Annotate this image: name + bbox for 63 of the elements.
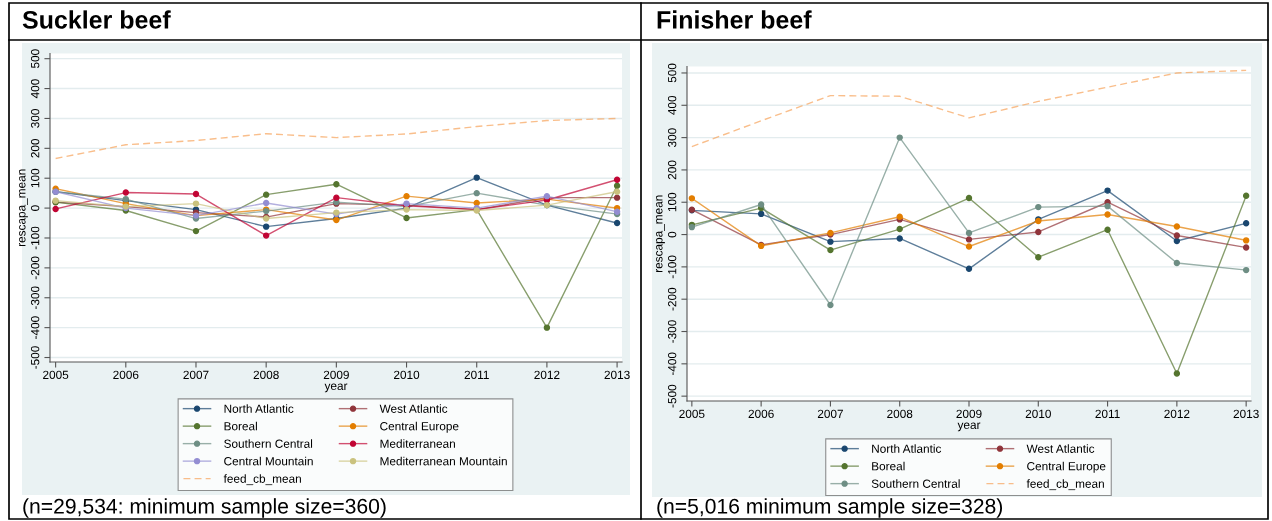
y-tick-label: -100 bbox=[30, 226, 40, 250]
chart-title: Finisher beef bbox=[657, 10, 812, 29]
x-axis-title: year bbox=[324, 383, 348, 393]
x-tick-label: 2007 bbox=[183, 370, 209, 379]
y-tick-label: -500 bbox=[667, 384, 677, 408]
text: (n=29,534: minimum sample size=360) bbox=[23, 498, 386, 518]
x-tick-label: 2012 bbox=[1164, 409, 1190, 418]
y-tick-label: 200 bbox=[30, 138, 40, 158]
y-tick-label: -200 bbox=[667, 287, 677, 311]
legend-label: Mediterranean bbox=[380, 439, 455, 448]
x-tick-label: 2013 bbox=[1233, 409, 1259, 418]
legend-label: Boreal bbox=[224, 421, 257, 431]
legend-label: North Atlantic bbox=[872, 444, 942, 453]
x-tick-label: 2006 bbox=[748, 409, 774, 418]
legend-label: Central Europe bbox=[380, 421, 459, 433]
x-tick-label: 2009 bbox=[323, 370, 349, 379]
legend-label: Southern Central bbox=[224, 439, 313, 448]
x-tick-label: 2011 bbox=[1095, 409, 1120, 418]
legend-label: Central Europe bbox=[1027, 461, 1106, 473]
legend-label: Central Mountain bbox=[224, 456, 313, 466]
text: (n=5,016 minimum sample size=328) bbox=[657, 498, 1003, 518]
y-tick-label: -400 bbox=[667, 352, 677, 376]
x-tick-label: 2010 bbox=[1025, 409, 1051, 418]
legend-label: Mediterranean Mountain bbox=[380, 456, 507, 466]
y-tick-label: -200 bbox=[30, 256, 40, 280]
x-tick-label: 2006 bbox=[113, 370, 139, 379]
legend-label: West Atlantic bbox=[1026, 444, 1095, 453]
y-tick-label: 300 bbox=[667, 128, 677, 147]
x-tick-label: 2013 bbox=[604, 370, 630, 379]
y-tick-label: -100 bbox=[667, 255, 677, 279]
y-tick-label: -300 bbox=[667, 320, 677, 343]
y-tick-label: 0 bbox=[30, 205, 40, 211]
legend-label: North Atlantic bbox=[224, 404, 294, 413]
legend-label: feed_cb_mean bbox=[223, 474, 301, 486]
y-tick-label: 100 bbox=[667, 192, 677, 212]
y-tick-label: 100 bbox=[30, 168, 40, 188]
y-tick-label: -300 bbox=[30, 286, 40, 310]
y-tick-label: 400 bbox=[30, 79, 40, 99]
x-tick-label: 2008 bbox=[253, 370, 279, 379]
legend-label: West Atlantic bbox=[379, 404, 448, 413]
legend-label: Boreal bbox=[872, 461, 905, 471]
y-tick-label: -400 bbox=[30, 316, 40, 339]
x-tick-label: 2005 bbox=[43, 370, 69, 379]
x-axis-title: year bbox=[957, 422, 981, 432]
y-tick-label: 400 bbox=[667, 95, 677, 115]
y-axis-title: rescapa_mean bbox=[656, 195, 665, 273]
x-tick-label: 2008 bbox=[887, 409, 913, 418]
x-tick-label: 2012 bbox=[534, 370, 560, 379]
y-tick-label: 300 bbox=[30, 109, 40, 128]
x-tick-label: 2011 bbox=[464, 370, 489, 379]
y-tick-label: 500 bbox=[667, 63, 677, 83]
legend-label: Southern Central bbox=[871, 479, 960, 488]
chart-title: Suckler beef bbox=[22, 10, 171, 29]
y-tick-label: 0 bbox=[667, 231, 677, 238]
x-tick-label: 2007 bbox=[817, 409, 843, 418]
x-tick-label: 2005 bbox=[679, 409, 705, 418]
x-tick-label: 2010 bbox=[394, 370, 420, 379]
y-tick-label: 500 bbox=[30, 49, 40, 69]
x-tick-label: 2009 bbox=[956, 409, 982, 418]
y-tick-label: 200 bbox=[667, 160, 677, 180]
legend-label: feed_cb_mean bbox=[1026, 479, 1104, 491]
y-axis-title: rescapa_mean bbox=[19, 169, 28, 247]
y-tick-label: -500 bbox=[30, 346, 40, 369]
